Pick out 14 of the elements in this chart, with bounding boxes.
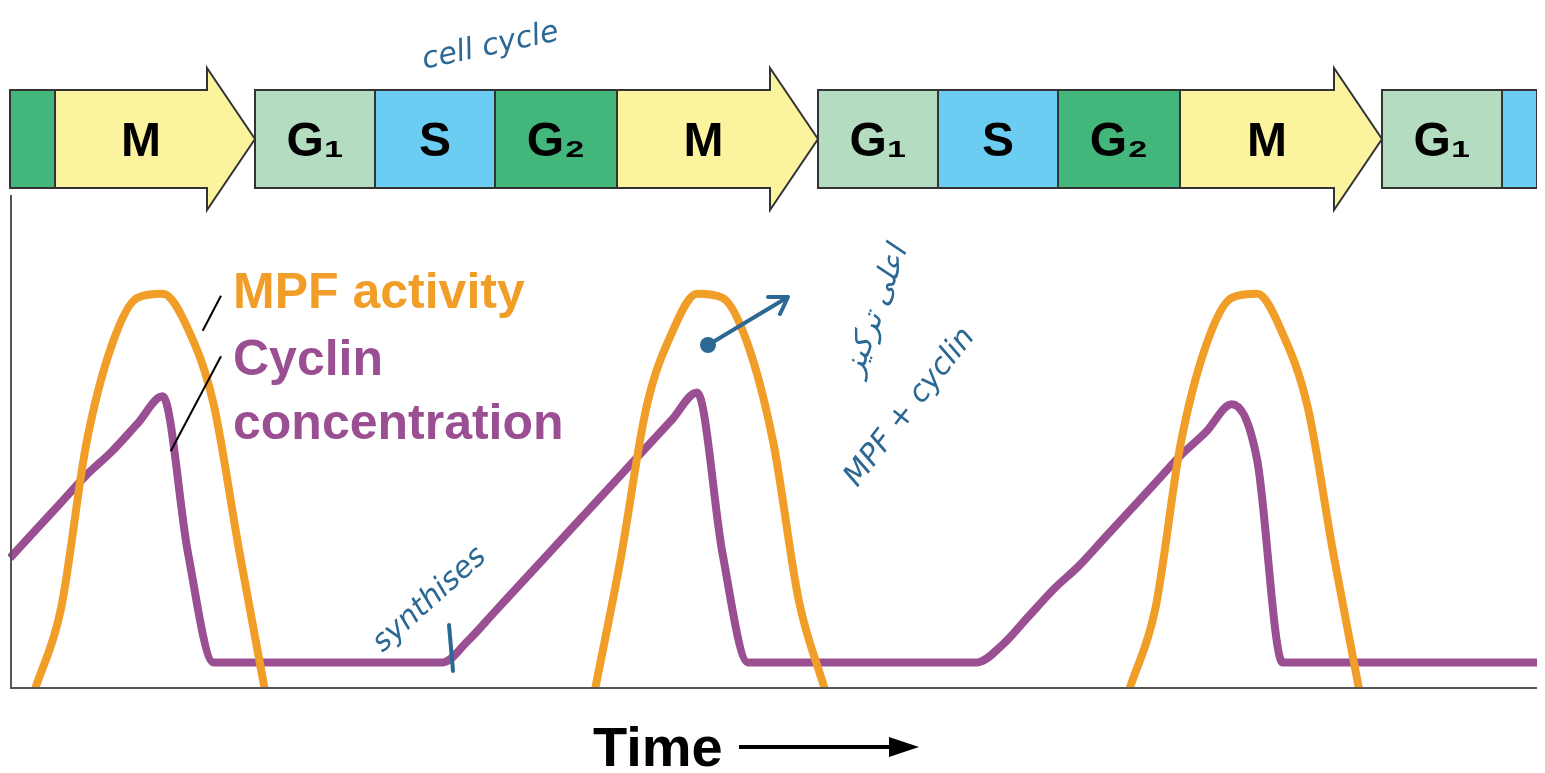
text: S xyxy=(418,111,452,167)
text: cell cycle xyxy=(418,12,562,76)
text: M xyxy=(1247,111,1287,167)
text: G₂ xyxy=(526,111,586,167)
text: G₁ xyxy=(1413,111,1471,167)
text: M xyxy=(683,111,724,167)
x-axis-title: Time xyxy=(593,714,723,773)
text: G₂ xyxy=(1089,111,1149,167)
text: G₁ xyxy=(286,111,344,167)
series-label: Cyclin concentration xyxy=(233,330,564,451)
text: G₁ xyxy=(849,111,907,167)
series-label: MPF activity xyxy=(233,262,525,319)
text: S xyxy=(981,111,1015,167)
text: M xyxy=(121,111,161,167)
